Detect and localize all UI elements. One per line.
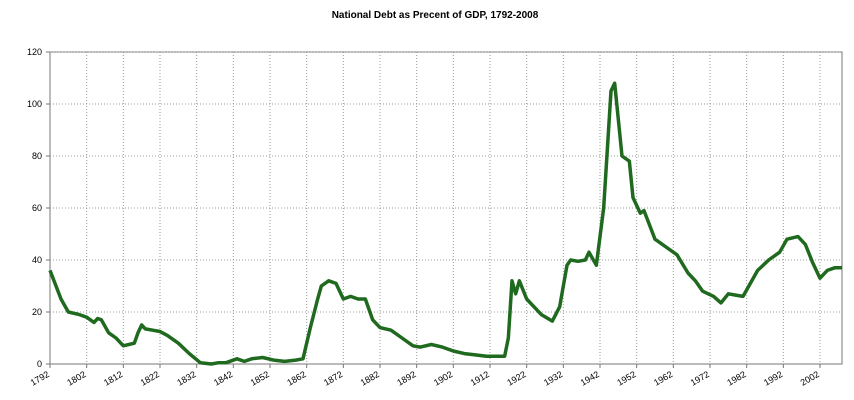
x-tick-label: 1932 — [542, 369, 564, 388]
y-tick-label: 120 — [27, 47, 42, 57]
x-tick-label: 1982 — [725, 369, 747, 388]
data-line — [48, 81, 842, 366]
x-tick-label: 1952 — [615, 369, 637, 388]
y-tick-label: 0 — [37, 359, 42, 369]
chart-title: National Debt as Precent of GDP, 1792-20… — [332, 10, 539, 21]
y-tick-label: 100 — [27, 99, 42, 109]
x-tick-label: 1892 — [395, 369, 417, 388]
x-tick-label: 1912 — [469, 369, 491, 388]
x-tick-label: 2002 — [799, 369, 821, 388]
x-tick-label: 1852 — [249, 369, 271, 388]
y-tick-label: 60 — [32, 203, 42, 213]
y-tick-label: 40 — [32, 255, 42, 265]
x-tick-label: 1832 — [175, 369, 197, 388]
x-tick-label: 1812 — [102, 369, 124, 388]
x-tick-label: 1822 — [139, 369, 161, 388]
x-tick-label: 1802 — [65, 369, 87, 388]
x-tick-label: 1922 — [505, 369, 527, 388]
x-tick-label: 1962 — [652, 369, 674, 388]
x-tick-label: 1992 — [762, 369, 784, 388]
x-tick-label: 1942 — [579, 369, 601, 388]
y-tick-label: 20 — [32, 307, 42, 317]
x-tick-label: 1842 — [212, 369, 234, 388]
x-tick-label: 1972 — [689, 369, 711, 388]
x-tick-label: 1792 — [29, 369, 51, 388]
x-tick-label: 1882 — [359, 369, 381, 388]
x-tick-label: 1872 — [322, 369, 344, 388]
y-tick-label: 80 — [32, 151, 42, 161]
x-tick-label: 1862 — [285, 369, 307, 388]
x-tick-label: 1902 — [432, 369, 454, 388]
